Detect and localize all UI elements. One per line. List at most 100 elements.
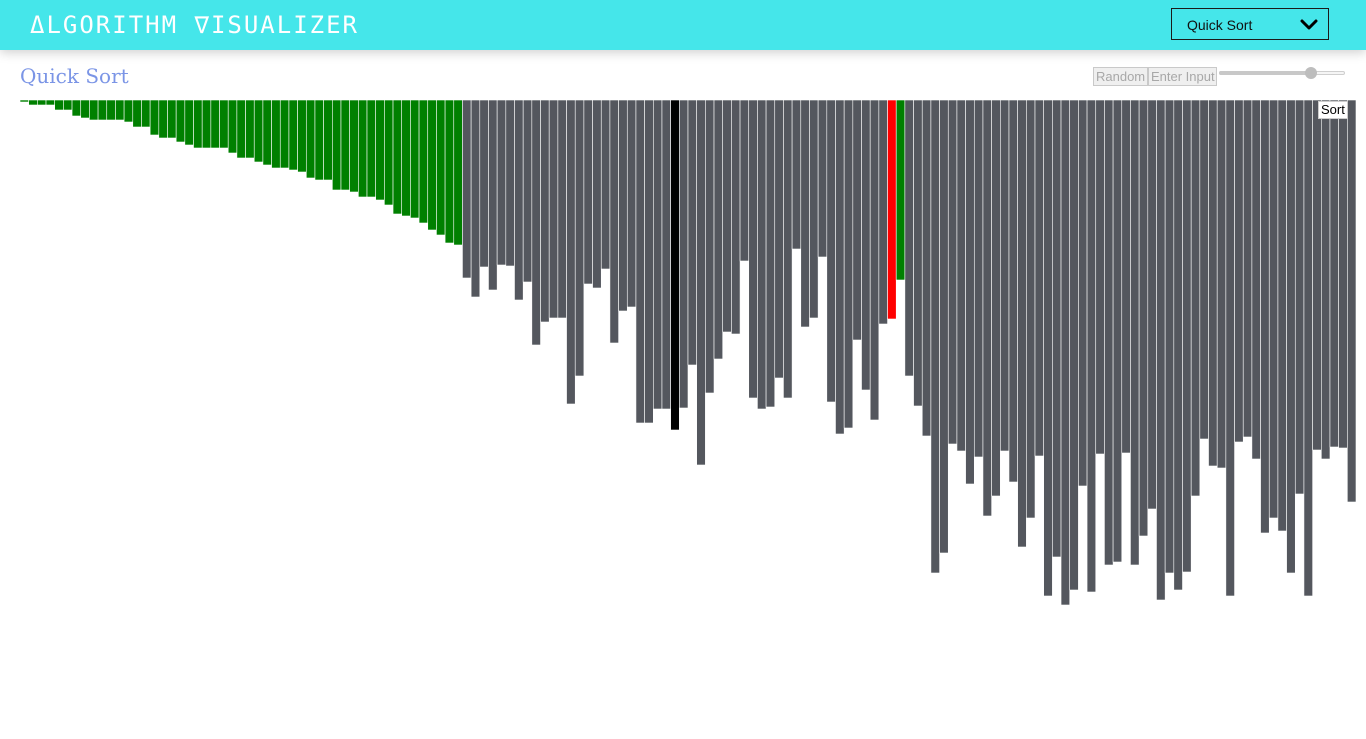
brand-title[interactable]: ΔLGORITHM ∇ISUALIZER (30, 11, 359, 39)
array-bar (809, 99, 819, 319)
array-bar (835, 99, 845, 435)
array-bar (97, 99, 108, 121)
array-bar (1095, 99, 1105, 455)
array-bar (861, 99, 871, 391)
array-bar (167, 99, 177, 139)
array-bar (305, 99, 316, 179)
array-bar (358, 99, 368, 198)
array-bar (1026, 99, 1036, 519)
array-bar (1086, 99, 1097, 593)
array-bar (1216, 99, 1227, 469)
array-bar (227, 99, 238, 154)
speed-slider[interactable] (1219, 67, 1345, 79)
array-bar (757, 99, 767, 410)
algorithm-select[interactable]: Quick Sort (1171, 8, 1329, 40)
array-bar (1242, 99, 1253, 438)
array-bar (1138, 99, 1149, 537)
array-bar (609, 99, 619, 344)
array-bar (245, 99, 255, 159)
array-bar (1147, 99, 1157, 510)
array-bar (54, 99, 64, 111)
array-bar (115, 99, 125, 121)
array-bar (522, 99, 533, 283)
array-bar (921, 99, 932, 437)
array-bar (982, 99, 992, 517)
slider-thumb[interactable] (1304, 67, 1317, 79)
array-bar (696, 99, 706, 466)
array-bar (713, 99, 724, 360)
array-bar (375, 99, 385, 201)
array-bar (1043, 99, 1053, 597)
array-bar (1260, 99, 1270, 534)
array-bar (427, 99, 437, 231)
array-bar (366, 99, 376, 198)
array-bar (1000, 99, 1010, 452)
array-bar (852, 99, 862, 341)
array-bar (887, 99, 897, 320)
array-bar (470, 99, 481, 298)
array-bar (323, 99, 333, 181)
array-bar (1329, 99, 1339, 448)
page-title: Quick Sort (20, 64, 129, 88)
array-bar (514, 99, 524, 301)
array-bar (236, 99, 246, 159)
array-bar (1052, 99, 1062, 558)
array-bar (679, 99, 689, 409)
array-bar (574, 99, 585, 377)
array-bar (774, 99, 784, 379)
array-bar (661, 99, 671, 410)
array-bar (1234, 99, 1244, 443)
array-bar (123, 99, 134, 123)
array-bar (1286, 99, 1296, 574)
array-bar (947, 99, 958, 445)
array-bar (444, 99, 455, 244)
array-bar (19, 99, 29, 103)
array-bar (635, 99, 645, 424)
array-bar (1208, 99, 1218, 467)
slider-fill (1219, 71, 1311, 75)
array-bar (626, 99, 637, 308)
array-bar (800, 99, 810, 328)
array-bar (1303, 99, 1313, 597)
array-bar (939, 99, 949, 554)
array-bar (1112, 99, 1123, 563)
array-bar (1338, 99, 1348, 449)
array-bar (332, 99, 342, 191)
array-bar (488, 99, 498, 291)
array-bar (279, 99, 290, 169)
navbar: ΔLGORITHM ∇ISUALIZER Quick Sort (0, 0, 1366, 50)
sort-button[interactable]: Sort (1318, 101, 1348, 119)
array-bar (45, 99, 56, 106)
array-bar (895, 99, 906, 281)
array-bar (791, 99, 802, 250)
chevron-down-icon (1300, 19, 1318, 30)
array-bar (1347, 99, 1357, 503)
array-bar (132, 99, 142, 128)
array-bar (540, 99, 550, 323)
array-bar (314, 99, 324, 181)
array-bar (392, 99, 403, 215)
array-bar (1294, 99, 1305, 495)
array-bar (1312, 99, 1322, 451)
array-bar (262, 99, 272, 166)
array-bar (566, 99, 576, 405)
array-bar (600, 99, 611, 270)
array-bar (765, 99, 776, 408)
array-bar (340, 99, 350, 191)
array-bar (297, 99, 307, 173)
array-bar (913, 99, 923, 407)
array-bar (349, 99, 359, 193)
array-bar (1008, 99, 1018, 483)
array-bar (288, 99, 298, 171)
random-button[interactable]: Random (1093, 67, 1148, 86)
algorithm-select-value: Quick Sort (1187, 17, 1253, 33)
array-bar (1034, 99, 1044, 457)
array-bar (973, 99, 984, 458)
array-bar (63, 99, 73, 111)
array-bar (410, 99, 420, 219)
enter-input-button[interactable]: Enter Input (1148, 67, 1217, 86)
array-bar (843, 99, 854, 429)
array-bar (453, 99, 463, 246)
array-bar (705, 99, 715, 394)
